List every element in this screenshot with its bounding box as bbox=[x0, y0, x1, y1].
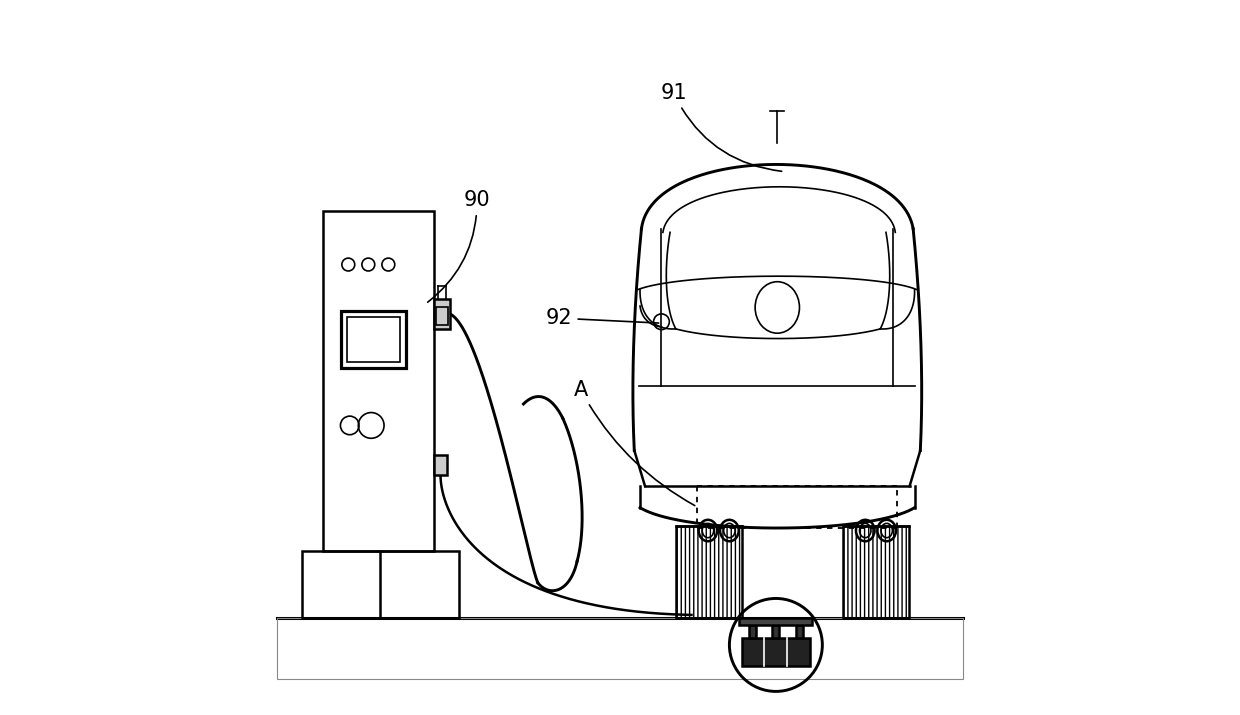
Bar bbox=[434, 455, 446, 475]
Bar bbox=[436, 307, 448, 325]
Bar bbox=[347, 317, 399, 362]
Bar bbox=[277, 618, 963, 679]
Bar bbox=[739, 618, 812, 625]
Text: 92: 92 bbox=[546, 308, 658, 328]
Bar bbox=[434, 299, 450, 329]
Text: A: A bbox=[574, 380, 694, 506]
Bar bbox=[742, 638, 810, 666]
Bar bbox=[773, 625, 780, 638]
Bar bbox=[301, 551, 459, 618]
Bar bbox=[749, 625, 756, 638]
Bar bbox=[341, 311, 405, 368]
Text: 90: 90 bbox=[428, 190, 490, 302]
Bar bbox=[843, 526, 909, 618]
Text: 91: 91 bbox=[661, 83, 781, 172]
Bar bbox=[277, 618, 963, 679]
Bar bbox=[676, 526, 742, 618]
Bar bbox=[324, 211, 434, 551]
Bar bbox=[796, 625, 804, 638]
